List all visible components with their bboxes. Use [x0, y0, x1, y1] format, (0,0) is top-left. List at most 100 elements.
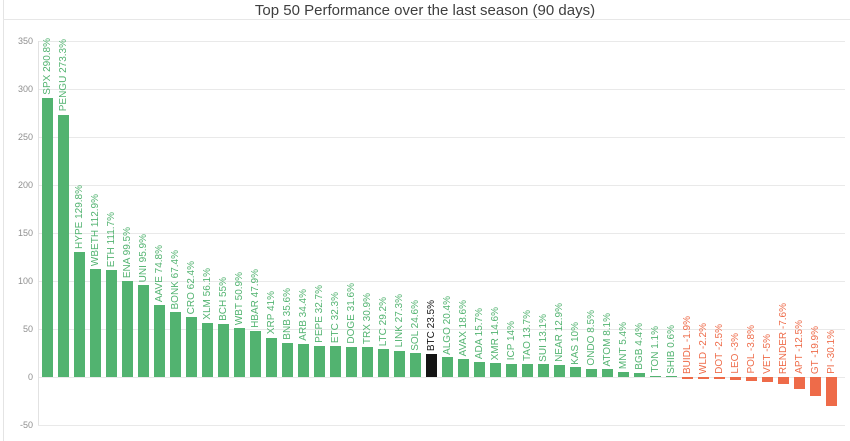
- bar-pi[interactable]: [826, 377, 837, 406]
- bar-bonk[interactable]: [170, 312, 181, 377]
- bar-link[interactable]: [394, 350, 405, 377]
- bar-ondo[interactable]: [586, 368, 597, 377]
- bar-slot-wld: WLD -2.2%: [696, 41, 712, 425]
- bar-slot-avax: AVAX 18.6%: [456, 41, 472, 425]
- bar-trx[interactable]: [362, 347, 373, 377]
- bar-slot-aave: AAVE 74.8%: [152, 41, 168, 425]
- bar-uni[interactable]: [138, 284, 149, 377]
- bar-hype[interactable]: [74, 252, 85, 377]
- bar-label-near: NEAR 12.9%: [554, 302, 565, 362]
- bar-label-dot: DOT -2.5%: [714, 324, 725, 374]
- bar-label-cro: CRO 62.4%: [186, 260, 197, 315]
- bar-ada[interactable]: [474, 361, 485, 377]
- bar-vet[interactable]: [762, 377, 773, 382]
- bar-render[interactable]: [778, 377, 789, 385]
- bar-slot-mnt: MNT 5.4%: [616, 41, 632, 425]
- bar-arb[interactable]: [298, 343, 309, 377]
- panel-left-border: [3, 0, 4, 441]
- y-axis-tick-label: 350: [17, 36, 33, 46]
- bar-wld[interactable]: [698, 377, 709, 380]
- bar-aave[interactable]: [154, 305, 165, 377]
- gridline: [38, 137, 845, 138]
- bar-dot[interactable]: [714, 377, 725, 380]
- bar-slot-ena: ENA 99.5%: [120, 41, 136, 425]
- bar-slot-eth: ETH 111.7%: [104, 41, 120, 425]
- y-axis-tick-label: 100: [17, 276, 33, 286]
- bar-sol[interactable]: [410, 353, 421, 377]
- bar-slot-pepe: PEPE 32.7%: [312, 41, 328, 425]
- bar-slot-hype: HYPE 129.8%: [72, 41, 88, 425]
- bar-sui[interactable]: [538, 364, 549, 377]
- bar-btc[interactable]: [426, 354, 437, 377]
- bar-mnt[interactable]: [618, 371, 629, 377]
- bar-label-trx: TRX 30.9%: [362, 293, 373, 345]
- bar-ltc[interactable]: [378, 348, 389, 377]
- bar-label-tao: TAO 13.7%: [522, 309, 533, 361]
- bar-icp[interactable]: [506, 363, 517, 377]
- bar-leo[interactable]: [730, 377, 741, 380]
- bar-ena[interactable]: [122, 281, 133, 377]
- bar-label-ada: ADA 15.7%: [474, 307, 485, 359]
- bar-label-eth: ETH 111.7%: [106, 211, 117, 267]
- bar-label-leo: LEO -3%: [730, 333, 741, 374]
- y-axis-tick-label: 300: [17, 84, 33, 94]
- bar-series: SPX 290.8% PENGU 273.3% HYPE 129.8% WBETH 1…: [40, 38, 840, 425]
- bar-gt[interactable]: [810, 377, 821, 397]
- bar-algo[interactable]: [442, 357, 453, 377]
- bar-wbt[interactable]: [234, 328, 245, 377]
- bar-label-wbeth: WBETH 112.9%: [90, 193, 101, 266]
- bar-avax[interactable]: [458, 359, 469, 377]
- y-axis-tick-label: 200: [17, 180, 33, 190]
- bar-ton[interactable]: [650, 375, 661, 377]
- y-axis-tick-label: 150: [17, 228, 33, 238]
- bar-buidl[interactable]: [682, 377, 693, 379]
- bar-hbar[interactable]: [250, 331, 261, 377]
- bar-spx[interactable]: [42, 97, 53, 377]
- bar-label-sol: SOL 24.6%: [410, 299, 421, 351]
- bar-xrp[interactable]: [266, 337, 277, 377]
- bar-eth[interactable]: [106, 269, 117, 377]
- bar-xmr[interactable]: [490, 362, 501, 377]
- bar-label-ton: TON 1.1%: [650, 326, 661, 373]
- bar-label-gt: GT -19.9%: [810, 325, 821, 374]
- bar-label-xlm: XLM 56.1%: [202, 268, 213, 321]
- bar-tao[interactable]: [522, 363, 533, 377]
- bar-bgb[interactable]: [634, 372, 645, 377]
- bar-slot-wbeth: WBETH 112.9%: [88, 41, 104, 425]
- bar-cro[interactable]: [186, 317, 197, 377]
- bar-label-pol: POL -3.8%: [746, 325, 757, 374]
- bar-kas[interactable]: [570, 367, 581, 377]
- bar-slot-atom: ATOM 8.1%: [600, 41, 616, 425]
- bar-slot-uni: UNI 95.9%: [136, 41, 152, 425]
- bar-slot-link: LINK 27.3%: [392, 41, 408, 425]
- bar-shib[interactable]: [666, 376, 677, 377]
- bar-bch[interactable]: [218, 324, 229, 377]
- bar-pepe[interactable]: [314, 345, 325, 377]
- bar-label-icp: ICP 14%: [506, 321, 517, 361]
- bar-slot-algo: ALGO 20.4%: [440, 41, 456, 425]
- bar-label-apt: APT -12.5%: [794, 320, 805, 374]
- bar-wbeth[interactable]: [90, 268, 101, 377]
- bar-doge[interactable]: [346, 346, 357, 377]
- bar-label-kas: KAS 10%: [570, 321, 581, 365]
- bar-label-btc: BTC 23.5%: [426, 300, 437, 352]
- bar-pengu[interactable]: [58, 114, 69, 377]
- bar-etc[interactable]: [330, 346, 341, 377]
- gridline: [38, 89, 845, 90]
- bar-label-algo: ALGO 20.4%: [442, 295, 453, 355]
- bar-label-etc: ETC 32.3%: [330, 291, 341, 343]
- bar-xlm[interactable]: [202, 323, 213, 377]
- bar-label-vet: VET -5%: [762, 334, 773, 374]
- bar-near[interactable]: [554, 364, 565, 377]
- bar-apt[interactable]: [794, 377, 805, 389]
- bar-slot-xlm: XLM 56.1%: [200, 41, 216, 425]
- bar-atom[interactable]: [602, 369, 613, 377]
- bar-bnb[interactable]: [282, 342, 293, 377]
- bar-slot-pi: PI -30.1%: [824, 41, 840, 425]
- gridline: [38, 377, 845, 378]
- bar-label-arb: ARB 34.4%: [298, 289, 309, 341]
- bar-label-bch: BCH 55%: [218, 277, 229, 322]
- bar-slot-gt: GT -19.9%: [808, 41, 824, 425]
- bar-label-sui: SUI 13.1%: [538, 313, 549, 362]
- bar-pol[interactable]: [746, 377, 757, 381]
